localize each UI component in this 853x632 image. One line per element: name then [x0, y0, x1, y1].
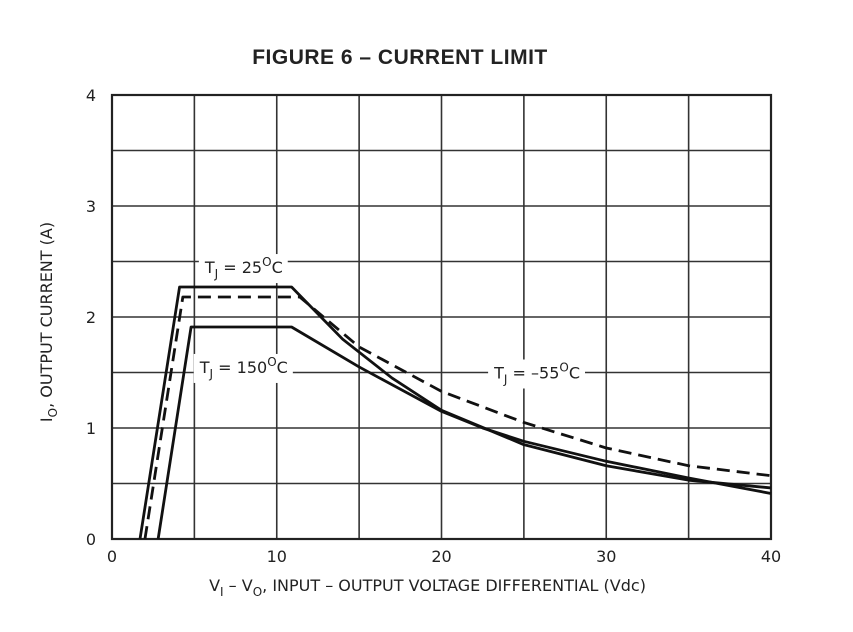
- y-axis-label: IO, OUTPUT CURRENT (A): [37, 222, 60, 422]
- svg-text:TJ = 25OC: TJ = 25OC: [204, 255, 283, 281]
- chart-title: FIGURE 6 – CURRENT LIMIT: [252, 46, 548, 69]
- svg-text:TJ = 150OC: TJ = 150OC: [199, 355, 288, 381]
- axis-labels: VI – VO, INPUT – OUTPUT VOLTAGE DIFFEREN…: [37, 222, 646, 599]
- axes: [110, 93, 773, 541]
- x-tick-label: 0: [107, 547, 117, 566]
- y-tick-label: 1: [86, 419, 96, 438]
- tick-labels: 0 10 20 30 40 0 1 2 3 4: [86, 86, 781, 566]
- x-tick-label: 10: [267, 547, 287, 566]
- x-tick-label: 30: [596, 547, 616, 566]
- series-annotation: TJ = –55OC: [488, 359, 586, 389]
- grid: [112, 95, 771, 539]
- plot-frame: [110, 93, 773, 541]
- x-axis-label: VI – VO, INPUT – OUTPUT VOLTAGE DIFFEREN…: [209, 576, 646, 599]
- series-annotation: TJ = 25OC: [198, 254, 288, 284]
- y-tick-label: 2: [86, 308, 96, 327]
- x-tick-label: 40: [761, 547, 781, 566]
- annotations: TJ = 25OC TJ = 150OC TJ = –55OC: [193, 254, 586, 389]
- svg-text:TJ = –55OC: TJ = –55OC: [493, 361, 580, 387]
- y-tick-label: 3: [86, 197, 96, 216]
- series-line: [138, 285, 772, 540]
- series-line: [143, 295, 772, 540]
- series-lines: [138, 285, 772, 540]
- series-line: [156, 325, 772, 540]
- y-tick-label: 0: [86, 530, 96, 549]
- series-annotation: TJ = 150OC: [193, 353, 293, 383]
- y-tick-label: 4: [86, 86, 96, 105]
- x-tick-label: 20: [431, 547, 451, 566]
